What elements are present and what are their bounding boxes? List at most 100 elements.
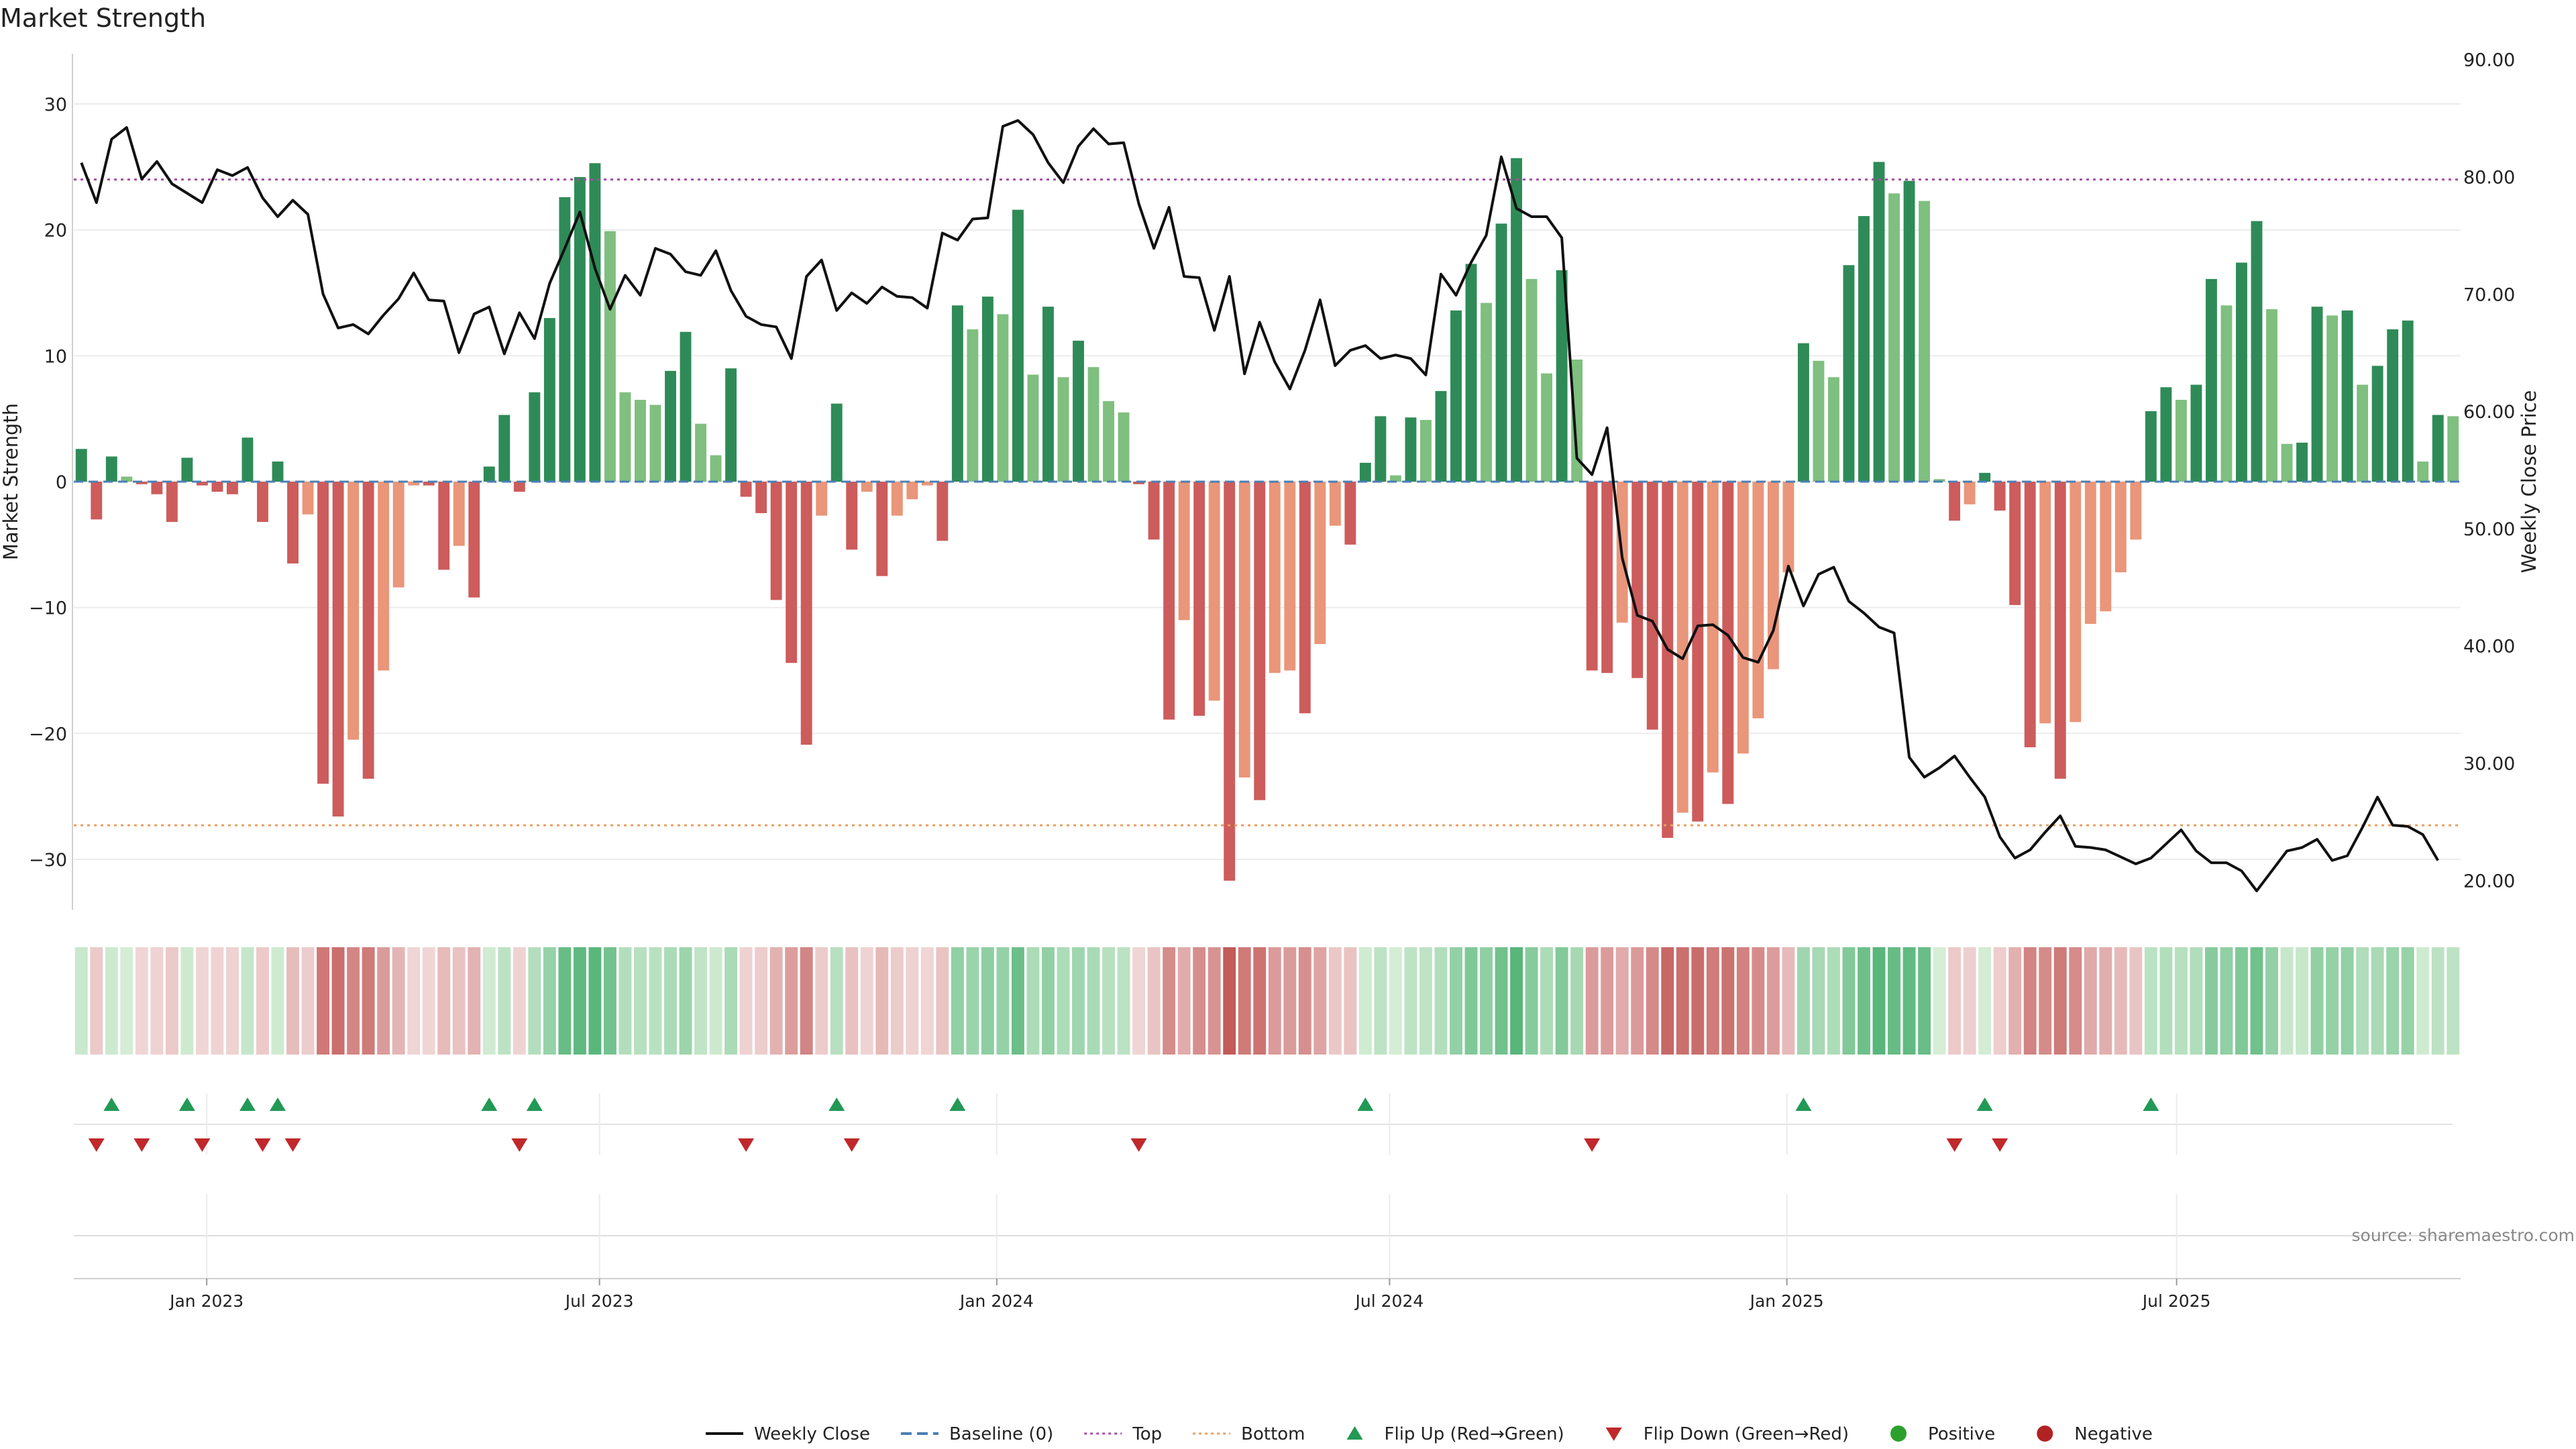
- heat-cell: [1858, 947, 1870, 1055]
- heat-cell: [150, 947, 164, 1055]
- strength-bar: [1511, 158, 1523, 482]
- heat-cell: [2447, 947, 2460, 1055]
- heat-cell: [966, 947, 979, 1055]
- strength-bar: [513, 482, 525, 492]
- heat-cell: [1450, 947, 1462, 1055]
- strength-bar: [725, 368, 737, 482]
- heat-cell: [634, 947, 647, 1055]
- y-right-tick-label: 60.00: [2463, 402, 2515, 423]
- strength-bar: [1919, 201, 1931, 482]
- heat-cell: [1464, 947, 1478, 1055]
- legend-swatch: [1605, 1428, 1622, 1441]
- flip-up-marker: [2143, 1097, 2159, 1111]
- heat-cell: [1827, 947, 1840, 1055]
- heat-cell: [2341, 947, 2354, 1055]
- heat-cell: [407, 947, 421, 1055]
- heat-cell: [920, 947, 934, 1055]
- strength-bar: [740, 482, 752, 497]
- strength-bar: [1662, 482, 1674, 839]
- heat-cell: [180, 947, 194, 1055]
- heat-cell: [1374, 947, 1387, 1055]
- strength-bar: [211, 482, 223, 492]
- strength-bar: [1103, 400, 1114, 482]
- strength-heat-strip: [74, 947, 2460, 1055]
- strength-bar: [861, 482, 873, 492]
- heat-cell: [241, 947, 254, 1055]
- strength-bar: [1903, 180, 1915, 482]
- heat-cell: [422, 947, 435, 1055]
- strength-bar: [1873, 162, 1885, 482]
- heat-cell: [890, 947, 904, 1055]
- heat-cell: [1993, 947, 2006, 1055]
- strength-bar: [1495, 223, 1507, 482]
- strength-bar: [1465, 264, 1477, 482]
- heat-cell: [74, 947, 88, 1055]
- heat-cell: [1328, 947, 1342, 1055]
- heat-cell: [2326, 947, 2339, 1055]
- strength-bar: [1797, 343, 1809, 482]
- heat-cell: [2069, 947, 2082, 1055]
- heat-cell: [1585, 947, 1599, 1055]
- strength-bar: [529, 392, 541, 482]
- heat-cell: [211, 947, 224, 1055]
- heat-cell: [1525, 947, 1538, 1055]
- heat-cell: [2235, 947, 2248, 1055]
- strength-bar: [695, 423, 706, 482]
- strength-bar: [2296, 442, 2308, 482]
- strength-bar: [196, 482, 208, 486]
- flip-down-marker: [1946, 1138, 1963, 1152]
- strength-bar: [1541, 373, 1553, 482]
- heat-cell: [1223, 947, 1236, 1055]
- y-right-tick-label: 30.00: [2463, 754, 2515, 775]
- strength-bar: [710, 455, 722, 482]
- heat-cell: [1011, 947, 1024, 1055]
- heat-cell: [1193, 947, 1206, 1055]
- strength-bar: [1601, 482, 1613, 674]
- legend-label: Baseline (0): [949, 1424, 1053, 1444]
- legend-label: Weekly Close: [754, 1424, 870, 1444]
- heat-cell: [1238, 947, 1251, 1055]
- strength-bar: [91, 482, 103, 520]
- strength-bar: [1405, 417, 1417, 482]
- strength-bar: [1208, 482, 1220, 701]
- legend-item: Baseline (0): [900, 1424, 1053, 1444]
- strength-bar: [1284, 482, 1296, 671]
- heat-cell: [1389, 947, 1402, 1055]
- heat-cell: [2386, 947, 2400, 1055]
- y-left-tick-label: 20: [44, 221, 67, 241]
- strength-bar: [423, 482, 435, 486]
- axes: −30 −20 −10 0 10 20 30 20.00 30.00 40.00 50.00 60.0…: [29, 50, 2515, 1311]
- strength-bar: [755, 482, 767, 513]
- flip-down-marker: [194, 1138, 211, 1152]
- strength-bar: [2417, 461, 2429, 482]
- strength-bar: [1646, 482, 1658, 730]
- heat-cell: [1253, 947, 1267, 1055]
- source-note: source: sharemaestro.com: [2352, 1226, 2575, 1245]
- heat-cell: [996, 947, 1010, 1055]
- strength-bar: [1299, 482, 1311, 714]
- heat-cell: [2250, 947, 2263, 1055]
- strength-bar: [770, 482, 782, 600]
- heat-cell: [482, 947, 496, 1055]
- heat-cell: [392, 947, 405, 1055]
- heat-cell: [1177, 947, 1191, 1055]
- heat-cell: [2174, 947, 2188, 1055]
- strength-bar: [2130, 482, 2142, 540]
- y-right-tick-label: 50.00: [2463, 519, 2515, 540]
- strength-bar: [1435, 390, 1447, 482]
- heat-cell: [906, 947, 919, 1055]
- strength-bar: [438, 482, 450, 570]
- heat-cell: [603, 947, 616, 1055]
- heat-cell: [120, 947, 133, 1055]
- strength-bar: [1676, 482, 1688, 813]
- heat-cell: [2280, 947, 2294, 1055]
- strength-bar: [1556, 270, 1568, 482]
- flip-down-marker: [738, 1138, 755, 1152]
- heat-cell: [875, 947, 889, 1055]
- flip-up-marker: [526, 1097, 543, 1111]
- strength-bar: [151, 482, 163, 494]
- strength-bar: [2175, 400, 2187, 482]
- flip-down-marker: [254, 1138, 271, 1152]
- strength-bar: [347, 482, 360, 740]
